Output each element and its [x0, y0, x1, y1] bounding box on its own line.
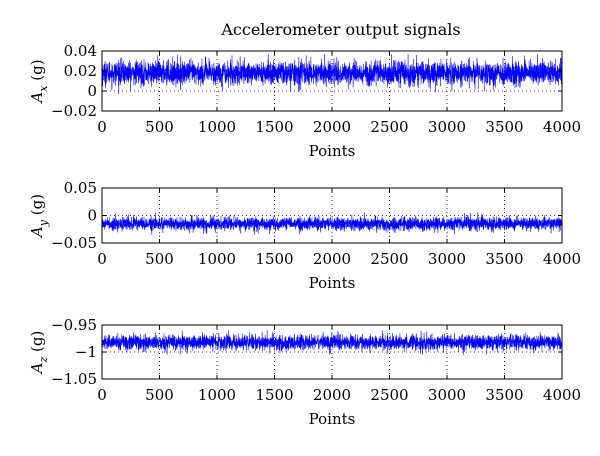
x-tick-label: 1500: [255, 386, 293, 404]
y-axis-label-subscript: y: [37, 219, 50, 227]
y-tick-label: −0.02: [51, 102, 97, 120]
x-tick-label: 1000: [198, 118, 236, 136]
y-tick-label: 0: [87, 82, 97, 100]
panel-z: 0 500 1000 1500 2000 2500 3000 3500 4000 −1.05 −1 −…: [28, 316, 581, 428]
x-tick-label: 1000: [198, 386, 236, 404]
x-tick-label: 0: [97, 118, 107, 136]
x-tick-label: 1500: [255, 118, 293, 136]
y-axis-label-subscript: z: [37, 357, 50, 364]
x-tick-label: 2500: [370, 250, 408, 268]
y-tick-label: −1: [75, 343, 97, 361]
y-tick-label: −0.05: [51, 234, 97, 252]
y-tick-label: 0.05: [64, 179, 97, 197]
x-tick-label: 3500: [485, 386, 523, 404]
y-axis-label-unit: (g): [28, 59, 46, 85]
x-tick-label: 0: [97, 250, 107, 268]
y-tick-label: 0: [87, 207, 97, 225]
y-axis-label: Az (g): [28, 331, 50, 376]
x-tick-label: 4000: [543, 386, 581, 404]
y-tick-label: 0.04: [64, 42, 97, 60]
panel-x: 0 500 1000 1500 2000 2500 3000 3500 4000−0.0200.…: [28, 42, 581, 160]
grid: [102, 325, 562, 379]
x-tick-label: 1000: [198, 250, 236, 268]
x-tick-label: 3000: [428, 250, 466, 268]
y-axis-label-subscript: x: [37, 85, 50, 92]
y-tick-label: 0.02: [64, 62, 97, 80]
grid: [102, 188, 562, 243]
x-tick-label: 3500: [485, 250, 523, 268]
y-tick-label: −0.95: [51, 316, 97, 334]
panels: 0 500 1000 1500 2000 2500 3000 3500 4000−0.0200.…: [28, 42, 581, 428]
x-tick-label: 4000: [543, 118, 581, 136]
signal-line-y: [101, 212, 563, 235]
y-axis-label-base: A: [28, 92, 46, 105]
x-tick-label: 2000: [313, 250, 351, 268]
y-axis-label: Ax (g): [28, 59, 50, 104]
x-tick-label: 3500: [485, 118, 523, 136]
x-tick-label: 3000: [428, 386, 466, 404]
signal-line-z: [101, 330, 563, 355]
y-tick-label: −1.05: [51, 370, 97, 388]
x-axis-label: Points: [309, 410, 356, 428]
x-tick-label: 4000: [543, 250, 581, 268]
x-tick-label: 3000: [428, 118, 466, 136]
x-tick-label: 2000: [313, 118, 351, 136]
chart-title: Accelerometer output signals: [220, 20, 460, 39]
x-axis-label: Points: [309, 274, 356, 292]
y-axis-label-unit: (g): [28, 331, 46, 357]
x-tick-label: 2000: [313, 386, 351, 404]
x-tick-label: 500: [145, 118, 174, 136]
panel-y: 0 500 1000 1500 2000 2500 3000 3500 4000−0.0500.…: [28, 179, 581, 292]
x-axis-label: Points: [309, 142, 356, 160]
x-tick-label: 0: [97, 386, 107, 404]
x-tick-label: 500: [145, 386, 174, 404]
x-tick-label: 2500: [370, 118, 408, 136]
signal-line-x: [101, 53, 563, 94]
y-axis-label-unit: (g): [28, 194, 46, 220]
x-tick-label: 500: [145, 250, 174, 268]
y-axis-label: Ay (g): [28, 194, 50, 239]
x-tick-label: 1500: [255, 250, 293, 268]
y-axis-label-base: A: [28, 226, 46, 239]
y-axis-label-base: A: [28, 362, 46, 375]
x-tick-label: 2500: [370, 386, 408, 404]
